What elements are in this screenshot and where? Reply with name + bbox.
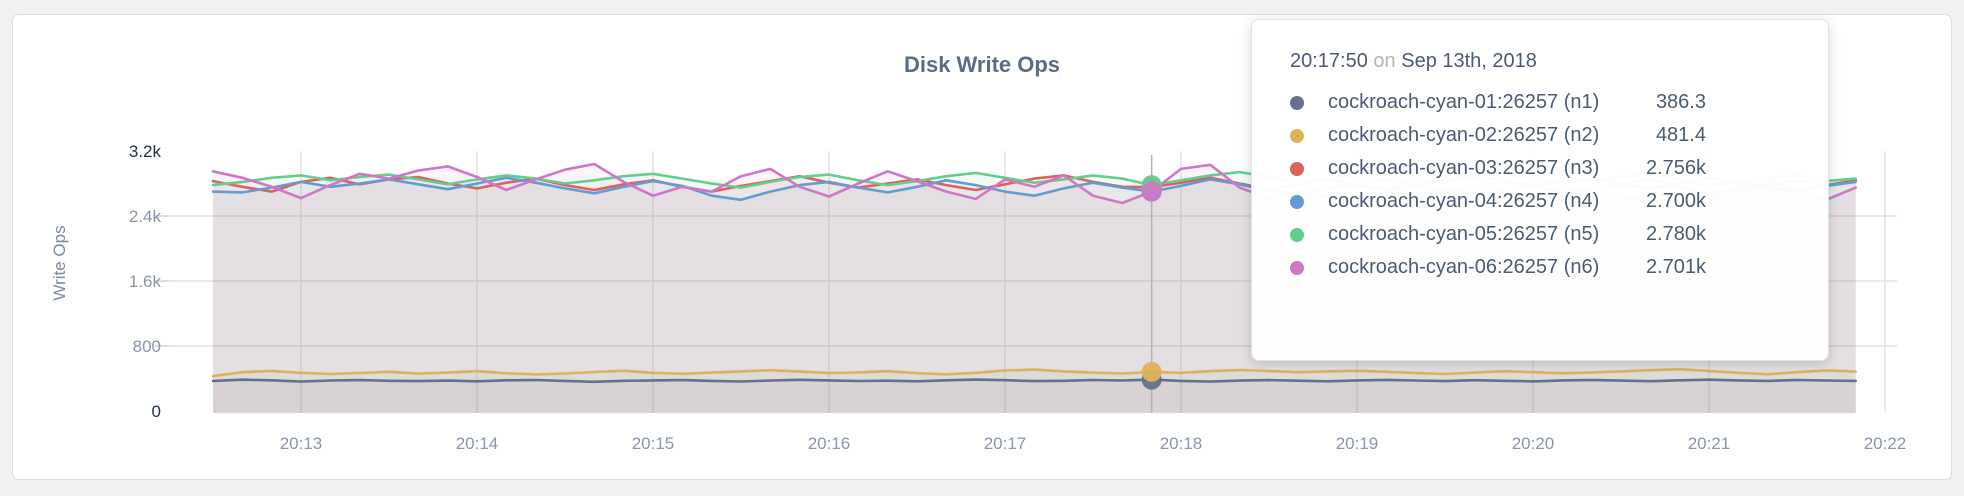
tooltip-row: cockroach-cyan-05:26257 (n5) 2.780k (1290, 218, 1706, 251)
series-name: cockroach-cyan-03:26257 (n3) (1328, 157, 1600, 179)
series-color-dot (1290, 95, 1304, 110)
x-tick-label: 20:18 (1159, 434, 1203, 453)
series-value: 2.756k (1645, 157, 1706, 179)
series-line (211, 367, 1857, 378)
tooltip-header: 20:17:50 on Sep 13th, 2018 (1290, 50, 1828, 73)
x-tick-label: 20:14 (455, 434, 499, 453)
x-tick-label: 20:15 (631, 434, 675, 453)
tooltip-row: cockroach-cyan-04:26257 (n4) 2.700k (1290, 185, 1706, 218)
x-tick-label: 20:21 (1687, 434, 1731, 453)
tooltip-row: cockroach-cyan-06:26257 (n6) 2.701k (1290, 251, 1706, 284)
tooltip-connector: on (1373, 50, 1396, 72)
series-name: cockroach-cyan-02:26257 (n2) (1328, 124, 1600, 146)
series-name: cockroach-cyan-04:26257 (n4) (1328, 190, 1600, 212)
tooltip-time: 20:17:50 (1290, 50, 1368, 72)
tooltip-row: cockroach-cyan-03:26257 (n3) 2.756k (1290, 152, 1706, 185)
series-value: 2.700k (1645, 190, 1706, 212)
series-value: 2.701k (1645, 256, 1706, 278)
series-color-dot (1290, 194, 1304, 209)
y-tick-label: 2.4k (128, 207, 161, 226)
y-tick-label: 800 (132, 337, 161, 356)
x-tick-label: 20:16 (807, 434, 851, 453)
highlight-dot (1141, 361, 1162, 382)
tooltip-date: Sep 13th, 2018 (1401, 50, 1537, 72)
series-name: cockroach-cyan-06:26257 (n6) (1328, 256, 1600, 278)
series-name: cockroach-cyan-01:26257 (n1) (1328, 91, 1600, 113)
chart-tooltip: 20:17:50 on Sep 13th, 2018 cockroach-cya… (1251, 19, 1829, 361)
series-area (213, 379, 1856, 413)
chart-title: Disk Write Ops (903, 52, 1061, 77)
series-value: 481.4 (1655, 124, 1706, 146)
x-tick-label: 20:22 (1863, 434, 1907, 453)
tooltip-row: cockroach-cyan-02:26257 (n2) 481.4 (1290, 119, 1706, 152)
x-tick-label: 20:13 (279, 434, 323, 453)
x-tick-label: 20:17 (983, 434, 1027, 453)
series-line (211, 378, 1857, 384)
x-tick-label: 20:19 (1335, 434, 1379, 453)
chart-panel: Disk Write Ops Write Ops 3.2k 2.4k 1.6k 800… (12, 14, 1952, 480)
tooltip-row: cockroach-cyan-01:26257 (n1) 386.3 (1290, 86, 1706, 119)
y-tick-label: 0 (151, 402, 161, 421)
tooltip-rows: cockroach-cyan-01:26257 (n1) 386.3 cockroa… (1290, 86, 1828, 284)
series-name: cockroach-cyan-05:26257 (n5) (1328, 223, 1600, 245)
y-tick-label: 3.2k (128, 142, 161, 161)
x-tick-label: 20:20 (1511, 434, 1555, 453)
y-tick-label: 1.6k (128, 272, 161, 291)
series-value: 386.3 (1655, 91, 1706, 113)
series-color-dot (1290, 161, 1304, 176)
series-color-dot (1290, 260, 1304, 275)
highlight-dot (1141, 181, 1162, 202)
series-value: 2.780k (1645, 223, 1706, 245)
series-color-dot (1290, 227, 1304, 242)
series-color-dot (1290, 128, 1304, 143)
